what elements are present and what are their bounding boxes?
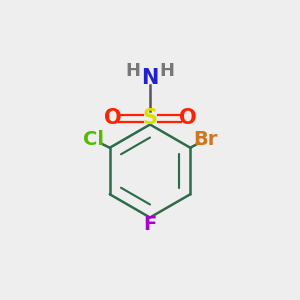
Text: O: O xyxy=(179,109,196,128)
Text: N: N xyxy=(141,68,159,88)
Text: H: H xyxy=(160,62,175,80)
Text: Br: Br xyxy=(193,130,218,149)
Text: F: F xyxy=(143,215,157,234)
Text: Cl: Cl xyxy=(82,130,103,149)
Text: O: O xyxy=(104,109,121,128)
Text: H: H xyxy=(125,62,140,80)
Text: S: S xyxy=(142,109,158,128)
